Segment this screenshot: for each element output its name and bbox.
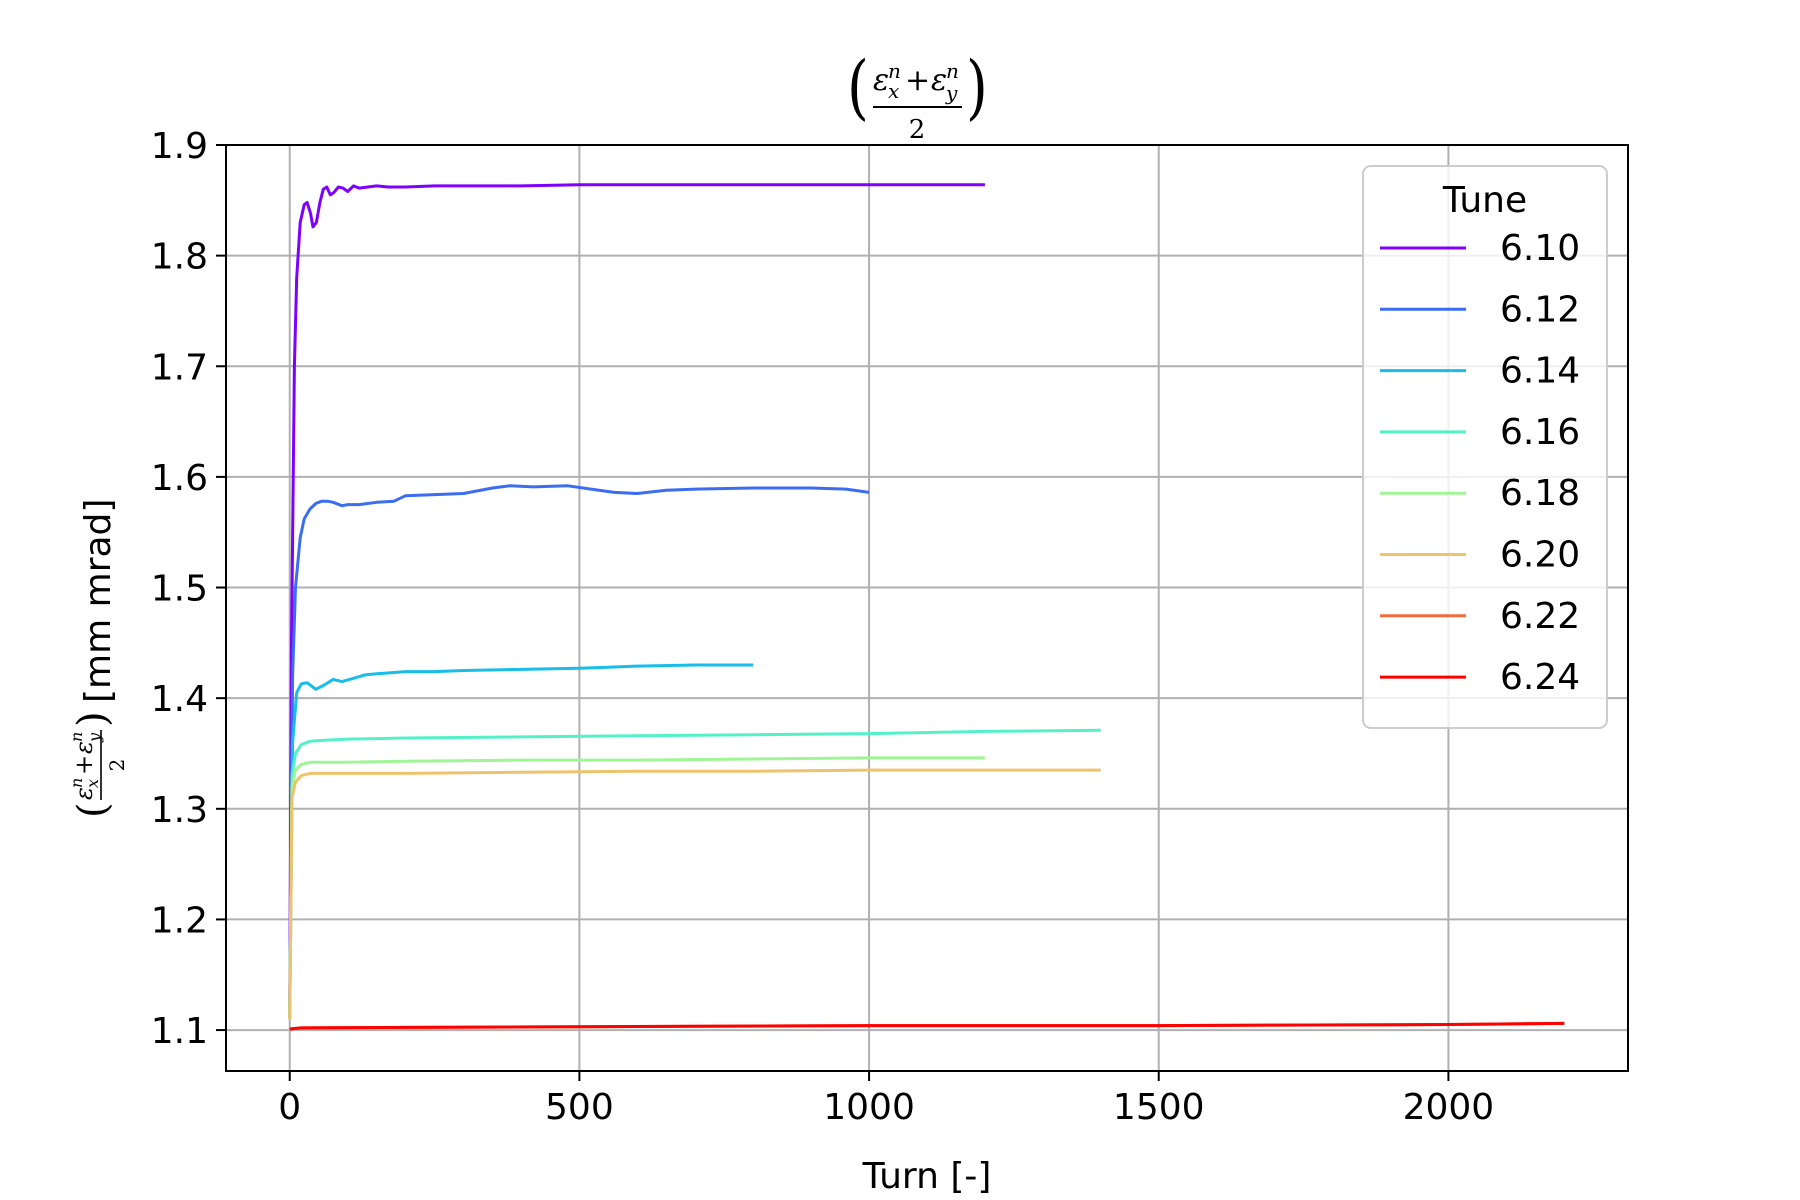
legend-title: Tune [1442,180,1527,221]
x-tick-label: 1000 [823,1087,915,1128]
title-paren-left: ( [847,46,869,128]
legend-label: 6.22 [1500,596,1580,637]
ylabel-denominator: 2 [105,759,129,772]
legend-label: 6.24 [1500,657,1580,698]
ylabel-sub-y: y [85,732,104,743]
legend-box [1362,165,1608,729]
ylabel-unit: [mm mrad] [78,499,119,703]
x-axis-label: Turn [-] [862,1156,992,1197]
y-tick-label: 1.9 [151,126,208,167]
ylabel-paren-left: ( [70,802,116,818]
legend: Tune 6.10 6.12 6.14 6.16 6.18 6.20 6.22 6.24 [1362,165,1608,729]
ylabel-sup-n-y: n [67,732,86,742]
series-line-6.18 [288,756,985,1020]
x-tick-label: 500 [545,1087,614,1128]
x-tick-label: 0 [278,1087,301,1128]
x-tick-label: 1500 [1113,1087,1205,1128]
y-tick-label: 1.7 [151,347,208,388]
ylabel-sup-n-x: n [67,778,86,788]
y-tick-label: 1.5 [151,569,208,610]
legend-label: 6.12 [1500,289,1580,330]
legend-label: 6.18 [1500,473,1580,514]
plot-frame [225,144,1629,1072]
y-axis-label: ( ε n x + ε n y 2 ) [mm mrad] [67,499,129,818]
y-tick-label: 1.6 [151,458,208,499]
ylabel-plus: + [70,755,98,775]
y-tick-label: 1.4 [151,679,208,720]
legend-label: 6.10 [1500,228,1580,269]
y-tick-label: 1.1 [151,1011,208,1052]
ylabel-epsilon-y: ε [70,741,98,754]
y-tick-label: 1.2 [151,900,208,941]
legend-label: 6.14 [1500,351,1580,392]
title-sup-n-x: n [888,59,901,83]
legend-label: 6.16 [1500,412,1580,453]
title-denominator: 2 [909,115,926,145]
series-layer [288,183,1565,1031]
title-epsilon-y: ε [931,63,947,98]
title-sub-x: x [888,79,899,103]
ylabel-epsilon-x: ε [70,787,98,800]
title-paren-right: ) [966,46,988,128]
title-plus: + [905,63,930,98]
title-epsilon-x: ε [873,63,889,98]
ylabel-paren-right: ) [70,711,116,727]
series-line-6.24 [289,1021,1565,1031]
series-line-6.12 [288,484,870,1020]
chart-title: ( ε n x + ε n y 2 ) [847,46,988,145]
series-line-6.16 [288,728,1101,1020]
series-line-6.14 [288,663,754,1020]
x-ticks: 0 500 1000 1500 2000 [278,1071,1494,1128]
y-tick-label: 1.3 [151,790,208,831]
title-sup-n-y: n [946,59,959,83]
legend-entries: 6.10 6.12 6.14 6.16 6.18 6.20 6.22 6.24 [1380,228,1580,698]
x-tick-label: 2000 [1403,1087,1495,1128]
ylabel-sub-x: x [83,779,102,788]
legend-label: 6.20 [1500,535,1580,576]
y-ticks: 1.1 1.2 1.3 1.4 1.5 1.6 1.7 1.8 1.9 [151,126,226,1052]
series-line-6.10 [288,183,985,1020]
title-sub-y: y [945,81,958,105]
y-tick-label: 1.8 [151,237,208,278]
series-line-6.20 [288,768,1101,1020]
